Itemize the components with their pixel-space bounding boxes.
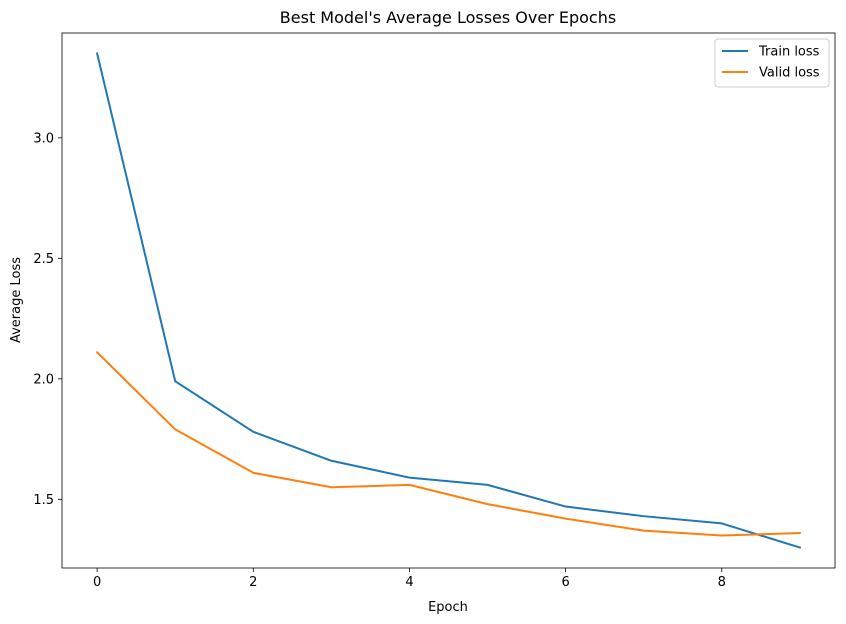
series-line-valid bbox=[95, 350, 801, 537]
y-tick-label: 1.5 bbox=[33, 493, 54, 508]
y-axis-title: Average Loss bbox=[9, 257, 24, 343]
x-axis-title: Epoch bbox=[428, 600, 468, 615]
y-tick-label: 2.5 bbox=[33, 252, 54, 267]
plot-frame bbox=[61, 32, 836, 569]
x-tick-label: 2 bbox=[249, 575, 257, 590]
y-axis-ticks: 1.5 2.0 2.5 3.0 bbox=[33, 131, 62, 508]
legend: Train loss Valid loss bbox=[714, 38, 830, 88]
plot-lines bbox=[95, 52, 802, 549]
x-axis-ticks: 0 2 4 6 8 bbox=[93, 568, 726, 590]
y-tick-label: 3.0 bbox=[33, 131, 54, 146]
legend-label-valid: Valid loss bbox=[759, 66, 820, 81]
chart-title: Best Model's Average Losses Over Epochs bbox=[280, 8, 616, 27]
y-tick-label: 2.0 bbox=[33, 372, 54, 387]
x-tick-label: 8 bbox=[718, 575, 726, 590]
x-tick-label: 6 bbox=[561, 575, 569, 590]
x-tick-label: 0 bbox=[93, 575, 101, 590]
x-tick-label: 4 bbox=[405, 575, 413, 590]
series-line-train bbox=[95, 52, 802, 549]
legend-label-train: Train loss bbox=[758, 45, 820, 60]
